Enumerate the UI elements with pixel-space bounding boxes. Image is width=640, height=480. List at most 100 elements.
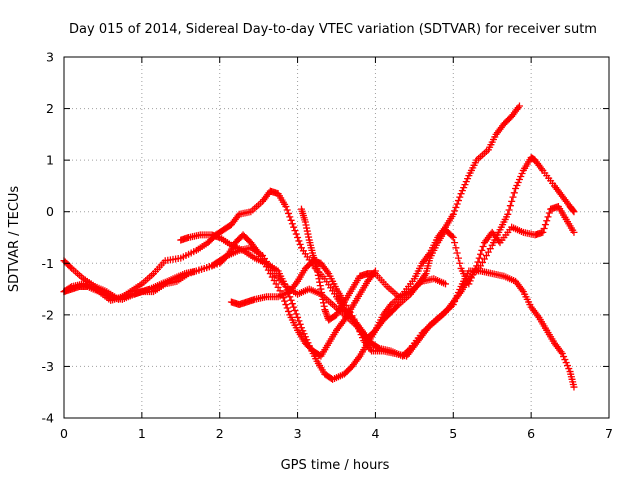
data-point	[286, 213, 294, 221]
data-point	[570, 208, 578, 216]
data-point	[291, 307, 299, 315]
data-point	[66, 263, 74, 271]
data-point	[509, 193, 517, 201]
data-point	[558, 350, 566, 358]
data-point	[290, 223, 298, 231]
data-point	[513, 181, 521, 189]
data-point	[512, 185, 520, 193]
data-point	[460, 184, 468, 192]
data-point	[287, 296, 295, 304]
data-point	[66, 283, 74, 291]
y-tick-label: -3	[42, 359, 54, 374]
data-point	[515, 175, 523, 183]
x-tick-label: 7	[605, 426, 613, 441]
data-point	[295, 317, 303, 325]
data-point	[475, 254, 483, 262]
data-point	[294, 313, 302, 321]
data-point	[505, 206, 513, 214]
data-point	[457, 190, 465, 198]
data-point	[560, 353, 568, 361]
x-tick-label: 0	[60, 426, 68, 441]
data-point	[467, 274, 475, 282]
data-point	[352, 319, 360, 327]
data-point	[451, 207, 459, 215]
series-track-5	[227, 257, 578, 391]
data-point	[292, 310, 300, 318]
x-tick-label: 5	[449, 426, 457, 441]
axis-ticks: 0 1 2 3 4 5 6 7 3 2 1 0 -1 -2 -3 -4	[42, 50, 613, 442]
data-point	[510, 189, 518, 197]
y-tick-label: -4	[42, 411, 55, 426]
data-point	[356, 328, 364, 336]
y-tick-label: -1	[42, 256, 54, 271]
y-tick-label: 1	[46, 153, 54, 168]
data-point	[451, 298, 459, 306]
y-tick-label: 2	[46, 101, 54, 116]
data-point	[292, 230, 300, 238]
data-point	[543, 217, 551, 225]
series-track-6	[297, 205, 449, 324]
data-point	[539, 228, 547, 236]
data-point	[506, 202, 514, 210]
data-point	[570, 383, 578, 391]
data-point	[458, 187, 466, 195]
data-point	[355, 325, 363, 333]
data-point	[105, 292, 113, 300]
data-point	[561, 356, 569, 364]
data-point	[453, 249, 461, 257]
data-point	[283, 304, 291, 312]
data-point	[282, 301, 290, 309]
data-point	[464, 175, 472, 183]
data-point	[290, 303, 298, 311]
data-point	[287, 216, 295, 224]
data-point	[288, 300, 296, 308]
data-point	[452, 295, 460, 303]
data-point	[449, 234, 457, 241]
data-point	[442, 280, 449, 288]
data-point	[453, 292, 461, 300]
data-point	[479, 243, 487, 251]
data-point	[540, 224, 548, 232]
y-axis-title: SDTVAR / TECUs	[7, 186, 22, 293]
data-point	[465, 280, 473, 288]
data-point	[358, 334, 366, 342]
chart-title: Day 015 of 2014, Sidereal Day-to-day VTE…	[69, 22, 597, 37]
data-series	[60, 102, 578, 391]
data-point	[544, 213, 552, 221]
data-point	[456, 193, 464, 201]
x-tick-label: 3	[294, 426, 302, 441]
x-tick-label: 6	[527, 426, 535, 441]
data-point	[452, 203, 460, 211]
data-point	[282, 203, 290, 211]
series-track-4	[60, 231, 379, 360]
data-point	[357, 331, 365, 339]
y-tick-label: 3	[46, 50, 54, 65]
data-point	[570, 228, 578, 236]
data-point	[453, 200, 461, 208]
data-point	[294, 234, 302, 241]
x-tick-label: 4	[371, 426, 379, 441]
data-point	[393, 302, 401, 310]
data-point	[449, 210, 457, 218]
data-point	[449, 301, 457, 309]
data-point	[283, 206, 291, 214]
data-point	[517, 172, 525, 180]
data-point	[514, 178, 522, 186]
y-tick-label: 0	[46, 204, 54, 219]
data-point	[291, 227, 299, 235]
data-point	[448, 232, 456, 240]
data-point	[296, 240, 304, 248]
data-point	[456, 286, 464, 294]
data-point	[456, 259, 464, 267]
data-point	[296, 320, 304, 328]
data-point	[284, 307, 292, 315]
data-point	[541, 221, 549, 229]
data-point	[288, 220, 296, 228]
data-point	[545, 209, 553, 217]
data-point	[515, 102, 523, 110]
data-point	[563, 362, 571, 370]
x-tick-label: 2	[216, 426, 224, 441]
data-point	[461, 181, 469, 189]
